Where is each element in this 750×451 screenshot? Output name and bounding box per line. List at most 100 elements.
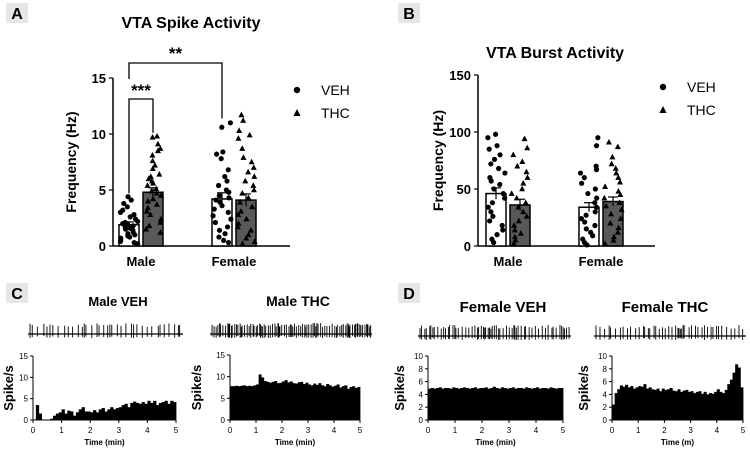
histogram-bar [531, 389, 534, 420]
data-point-circle [502, 196, 507, 201]
histogram-bar [116, 408, 119, 420]
histogram-bar [62, 409, 65, 420]
histogram-bar [714, 392, 717, 420]
x-tick-label: 2 [480, 426, 485, 435]
histogram-title: Male VEH [88, 294, 147, 309]
x-tick-label: 0 [228, 426, 233, 435]
data-point-circle [221, 238, 226, 243]
histogram-bar [90, 412, 93, 420]
histogram-bar [344, 385, 347, 420]
histogram-bar [96, 412, 99, 420]
histogram-bar [282, 381, 285, 420]
data-point-circle [485, 135, 490, 140]
data-point-triangle [601, 195, 607, 201]
panel-b: VTA Burst Activity 0 50 100 150 Frequency (Hz… [430, 45, 716, 269]
histogram-bar [633, 389, 636, 420]
data-point-triangle [524, 145, 530, 151]
x-tick-label: 1 [636, 426, 641, 435]
histogram-bar [352, 386, 355, 420]
data-point-circle [593, 186, 598, 191]
data-point-circle [216, 183, 221, 188]
x-tick-label: 5 [358, 426, 363, 435]
data-point-circle [594, 167, 599, 172]
panel-letter-d: D [403, 286, 415, 303]
y-tick-label: 8 [419, 365, 424, 374]
y-tick-label: 8 [603, 365, 608, 374]
data-point-circle [212, 206, 217, 211]
data-point-triangle [523, 199, 529, 205]
histogram-bar [36, 405, 39, 420]
histogram-bar [167, 404, 170, 420]
data-point-circle [582, 219, 587, 224]
y-tick-label: 0 [419, 416, 424, 425]
histogram-bar [337, 384, 340, 420]
y-tick-label: 10 [92, 127, 106, 142]
x-tick-label: 3 [306, 426, 311, 435]
data-point-triangle [251, 164, 257, 170]
x-tick-label: 5 [741, 426, 746, 435]
data-point-circle [226, 210, 231, 215]
y-tick-label: 10 [598, 352, 607, 361]
data-point-circle [491, 186, 496, 191]
histogram-bar [458, 389, 461, 420]
data-point-circle [225, 224, 230, 229]
histogram-bar [719, 392, 722, 420]
histogram-bar [678, 389, 681, 420]
histogram-bar [253, 385, 256, 420]
data-point-circle [590, 233, 595, 238]
y-tick-label: 0 [24, 416, 29, 425]
x-tick-label: 1 [59, 426, 64, 435]
histogram-bar [331, 387, 334, 420]
histogram-bar [321, 385, 324, 420]
histogram-bar [105, 411, 108, 420]
y-tick-label: 150 [449, 68, 471, 83]
histogram-bar [308, 384, 311, 420]
y-axis-label: Frequency (Hz) [430, 110, 446, 211]
data-point-circle [584, 242, 589, 247]
data-point-triangle [239, 145, 245, 151]
data-point-triangle [236, 127, 242, 133]
histogram-bar [233, 386, 236, 420]
histogram-bar [170, 401, 173, 420]
data-point-circle [226, 195, 231, 200]
histogram-bar [165, 401, 168, 420]
y-tick-label: 0 [603, 416, 608, 425]
data-point-circle [129, 197, 134, 202]
histogram-bar [82, 407, 85, 420]
histogram-bar [110, 407, 113, 420]
histogram-bar [512, 387, 515, 420]
histogram-bar [357, 387, 360, 420]
data-point-triangle [510, 152, 516, 158]
histogram-bar [136, 403, 139, 420]
histogram-bar [544, 388, 547, 420]
histogram-bar [246, 386, 249, 420]
histogram-bar [691, 391, 694, 420]
histogram-bar [339, 388, 342, 421]
histogram-bar [709, 393, 712, 420]
histogram-bar [520, 388, 523, 420]
data-point-triangle [239, 190, 245, 196]
y-tick-label: 10 [414, 352, 423, 361]
y-tick-label: 2 [603, 403, 608, 412]
histogram-bar [264, 381, 267, 420]
data-point-circle [132, 232, 137, 237]
histogram-bar [159, 403, 162, 420]
data-point-circle [226, 167, 231, 172]
data-point-circle [579, 181, 584, 186]
histogram-bar [664, 390, 667, 420]
histogram-bar [696, 392, 699, 420]
histogram-bar [466, 388, 469, 420]
histogram-bar [67, 411, 70, 420]
data-point-circle [125, 204, 130, 209]
panel-letter-a: A [11, 6, 23, 23]
data-point-triangle [249, 159, 255, 165]
data-point-circle [492, 157, 497, 162]
histogram-bar [738, 368, 741, 420]
y-tick-label: 0 [221, 416, 226, 425]
x-tick-label: 5 [561, 426, 566, 435]
histogram-bar [303, 384, 306, 420]
histogram-bar [311, 385, 314, 420]
x-tick-label: 0 [426, 426, 431, 435]
histogram-bar [693, 393, 696, 420]
data-point-circle [585, 191, 590, 196]
